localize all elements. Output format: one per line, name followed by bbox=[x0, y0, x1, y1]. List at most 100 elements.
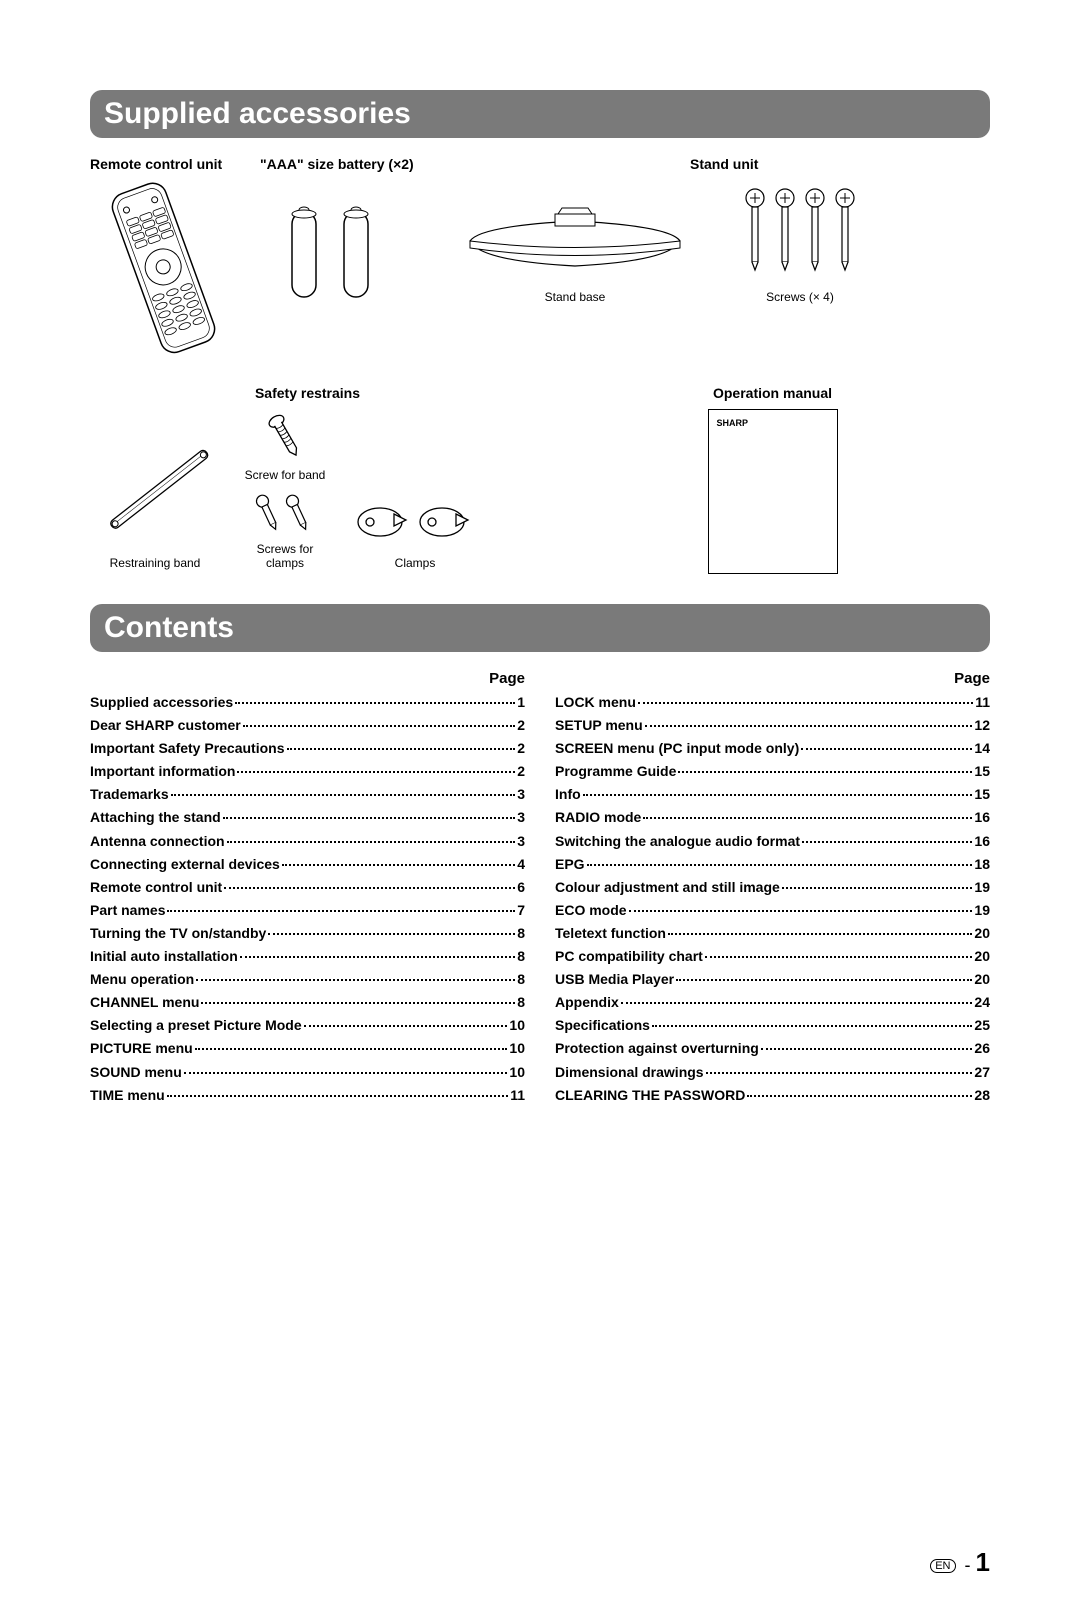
toc-page: 2 bbox=[517, 760, 525, 783]
toc-page: 19 bbox=[974, 899, 990, 922]
toc-page: 4 bbox=[517, 853, 525, 876]
toc-row: Selecting a preset Picture Mode10 bbox=[90, 1014, 525, 1037]
toc-row: SOUND menu10 bbox=[90, 1061, 525, 1084]
toc-page: 10 bbox=[509, 1061, 525, 1084]
toc-row: Attaching the stand3 bbox=[90, 806, 525, 829]
toc-page: 8 bbox=[517, 991, 525, 1014]
section-header-contents: Contents bbox=[90, 604, 990, 652]
toc-dots bbox=[587, 864, 973, 866]
section-header-supplied: Supplied accessories bbox=[90, 90, 990, 138]
toc-page: 10 bbox=[509, 1014, 525, 1037]
toc-page: 2 bbox=[517, 737, 525, 760]
toc-page: 15 bbox=[974, 760, 990, 783]
toc-dots bbox=[201, 1002, 515, 1004]
toc-title: Important Safety Precautions bbox=[90, 737, 285, 760]
toc-page: 28 bbox=[974, 1084, 990, 1107]
toc-dots bbox=[678, 771, 972, 773]
toc-row: RADIO mode16 bbox=[555, 806, 990, 829]
toc-page: 12 bbox=[974, 714, 990, 737]
lang-badge: EN bbox=[930, 1559, 955, 1573]
toc-dots bbox=[167, 1095, 509, 1097]
clamps-caption: Clamps bbox=[395, 556, 436, 570]
toc-row: SCREEN menu (PC input mode only)14 bbox=[555, 737, 990, 760]
contents-left-col: Page Supplied accessories1Dear SHARP cus… bbox=[90, 670, 525, 1107]
toc-dots bbox=[801, 748, 972, 750]
toc-row: Colour adjustment and still image19 bbox=[555, 876, 990, 899]
toc-page: 18 bbox=[974, 853, 990, 876]
toc-dots bbox=[196, 979, 515, 981]
toc-row: PC compatibility chart20 bbox=[555, 945, 990, 968]
toc-title: Connecting external devices bbox=[90, 853, 280, 876]
manual-illustration: SHARP bbox=[708, 409, 838, 574]
toc-row: Trademarks3 bbox=[90, 783, 525, 806]
toc-row: Dear SHARP customer2 bbox=[90, 714, 525, 737]
toc-title: Supplied accessories bbox=[90, 691, 233, 714]
toc-row: Part names7 bbox=[90, 899, 525, 922]
toc-page: 15 bbox=[974, 783, 990, 806]
toc-dots bbox=[224, 887, 515, 889]
toc-dots bbox=[235, 702, 515, 704]
operation-manual-label: Operation manual bbox=[713, 385, 832, 401]
screws-illustration: Screws (× 4) bbox=[730, 180, 870, 310]
toc-page: 20 bbox=[974, 922, 990, 945]
toc-title: Attaching the stand bbox=[90, 806, 221, 829]
toc-title: Important information bbox=[90, 760, 235, 783]
toc-page: 3 bbox=[517, 830, 525, 853]
remote-illustration bbox=[90, 180, 230, 355]
toc-row: Initial auto installation8 bbox=[90, 945, 525, 968]
toc-dots bbox=[167, 910, 515, 912]
toc-dots bbox=[227, 841, 516, 843]
manual-brand: SHARP bbox=[717, 418, 749, 428]
toc-row: EPG18 bbox=[555, 853, 990, 876]
toc-title: Switching the analogue audio format bbox=[555, 830, 800, 853]
toc-page: 20 bbox=[974, 945, 990, 968]
toc-title: SCREEN menu (PC input mode only) bbox=[555, 737, 799, 760]
toc-dots bbox=[171, 794, 516, 796]
toc-title: Dear SHARP customer bbox=[90, 714, 241, 737]
toc-title: Remote control unit bbox=[90, 876, 222, 899]
toc-dots bbox=[652, 1025, 973, 1027]
toc-title: LOCK menu bbox=[555, 691, 636, 714]
toc-title: Programme Guide bbox=[555, 760, 676, 783]
toc-dots bbox=[243, 725, 516, 727]
toc-title: Protection against overturning bbox=[555, 1037, 759, 1060]
toc-dots bbox=[184, 1072, 508, 1074]
toc-title: Appendix bbox=[555, 991, 619, 1014]
toc-dots bbox=[583, 794, 973, 796]
toc-row: TIME menu 11 bbox=[90, 1084, 525, 1107]
toc-title: CHANNEL menu bbox=[90, 991, 199, 1014]
toc-dots bbox=[268, 933, 515, 935]
toc-row: ECO mode19 bbox=[555, 899, 990, 922]
toc-dots bbox=[645, 725, 973, 727]
toc-title: Part names bbox=[90, 899, 165, 922]
toc-page: 25 bbox=[974, 1014, 990, 1037]
toc-title: TIME menu bbox=[90, 1084, 165, 1107]
toc-title: RADIO mode bbox=[555, 806, 641, 829]
toc-row: Supplied accessories1 bbox=[90, 691, 525, 714]
toc-title: Dimensional drawings bbox=[555, 1061, 704, 1084]
toc-row: SETUP menu12 bbox=[555, 714, 990, 737]
toc-dots bbox=[223, 817, 516, 819]
page-header-right: Page bbox=[555, 670, 990, 687]
toc-dots bbox=[676, 979, 972, 981]
toc-page: 8 bbox=[517, 945, 525, 968]
accessories-grid: Remote control unit bbox=[90, 156, 990, 574]
toc-row: Connecting external devices 4 bbox=[90, 853, 525, 876]
toc-title: Info bbox=[555, 783, 581, 806]
toc-page: 8 bbox=[517, 968, 525, 991]
toc-row: CLEARING THE PASSWORD28 bbox=[555, 1084, 990, 1107]
toc-title: Turning the TV on/standby bbox=[90, 922, 266, 945]
toc-page: 11 bbox=[510, 1084, 525, 1107]
screws-caption: Screws (× 4) bbox=[766, 290, 834, 304]
toc-dots bbox=[240, 956, 515, 958]
toc-dots bbox=[761, 1048, 973, 1050]
toc-page: 11 bbox=[975, 691, 990, 714]
toc-dots bbox=[282, 864, 515, 866]
stand-base-illustration: Stand base bbox=[460, 180, 690, 310]
toc-dots bbox=[706, 1072, 973, 1074]
toc-page: 10 bbox=[509, 1037, 525, 1060]
toc-dots bbox=[195, 1048, 508, 1050]
toc-dots bbox=[668, 933, 972, 935]
toc-row: Important Safety Precautions 2 bbox=[90, 737, 525, 760]
toc-page: 19 bbox=[974, 876, 990, 899]
